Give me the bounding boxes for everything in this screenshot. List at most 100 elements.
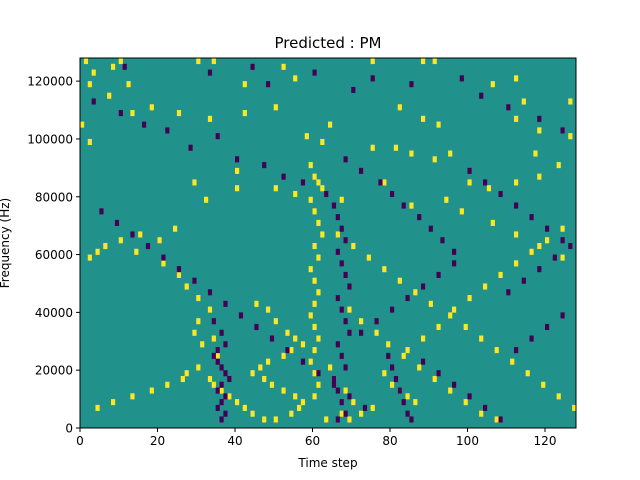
heatmap-cell-low bbox=[440, 237, 445, 244]
heatmap-cell-low bbox=[401, 202, 406, 209]
heatmap-cell-high bbox=[281, 352, 286, 359]
heatmap-cell-high bbox=[254, 300, 259, 307]
heatmap-cell-low bbox=[552, 254, 557, 261]
heatmap-cell-high bbox=[560, 225, 565, 232]
heatmap-cell-high bbox=[498, 271, 503, 278]
heatmap-cell-low bbox=[401, 399, 406, 406]
heatmap-cell-low bbox=[211, 352, 216, 359]
heatmap-cell-high bbox=[483, 283, 488, 290]
heatmap-cell-low bbox=[347, 393, 352, 400]
heatmap-cell-high bbox=[204, 196, 209, 203]
heatmap-cell-high bbox=[320, 231, 325, 238]
heatmap-cell-low bbox=[362, 404, 368, 411]
heatmap-cell-low bbox=[370, 75, 375, 82]
heatmap-cell-low bbox=[176, 266, 182, 273]
heatmap-cell-high bbox=[514, 115, 519, 122]
heatmap-cell-low bbox=[215, 358, 220, 365]
heatmap-cell-high bbox=[196, 318, 201, 325]
heatmap-cell-high bbox=[211, 335, 216, 342]
heatmap-cell-high bbox=[126, 81, 131, 88]
heatmap-cell-high bbox=[118, 58, 123, 65]
heatmap-cell-high bbox=[463, 323, 468, 331]
x-tick-label: 40 bbox=[227, 434, 242, 448]
heatmap-cell-low bbox=[545, 225, 550, 232]
heatmap-cell-high bbox=[421, 58, 426, 65]
heatmap-cell-low bbox=[397, 387, 402, 394]
heatmap-cell-low bbox=[219, 381, 224, 388]
heatmap-cell-high bbox=[308, 312, 313, 319]
heatmap-cell-high bbox=[312, 277, 317, 284]
heatmap-cell-high bbox=[514, 260, 519, 267]
heatmap-cell-low bbox=[223, 341, 228, 348]
heatmap-cell-high bbox=[545, 237, 550, 244]
heatmap-cell-low bbox=[405, 295, 410, 302]
heatmap-cell-low bbox=[452, 248, 457, 255]
heatmap-cell-high bbox=[351, 399, 356, 406]
heatmap-cell-low bbox=[207, 69, 213, 76]
heatmap-cell-low bbox=[215, 404, 220, 411]
heatmap-cell-low bbox=[529, 335, 534, 342]
heatmap-cell-high bbox=[281, 63, 286, 70]
heatmap-cell-low bbox=[331, 375, 337, 383]
heatmap-cell-high bbox=[235, 167, 240, 174]
heatmap-cell-high bbox=[316, 381, 321, 388]
heatmap-cell-low bbox=[506, 289, 511, 296]
heatmap-cell-low bbox=[223, 410, 228, 417]
heatmap-cell-low bbox=[219, 364, 224, 371]
heatmap-cell-low bbox=[188, 144, 193, 151]
heatmap-cell-high bbox=[370, 404, 375, 411]
heatmap-cell-high bbox=[300, 399, 306, 406]
heatmap-cell-high bbox=[556, 393, 561, 400]
heatmap-cell-low bbox=[452, 381, 457, 388]
heatmap-cell-high bbox=[107, 92, 112, 99]
heatmap-cell-high bbox=[386, 341, 391, 348]
heatmap-cell-low bbox=[331, 381, 337, 388]
heatmap-cell-low bbox=[238, 312, 244, 319]
heatmap-cell-low bbox=[436, 370, 441, 377]
x-tick-label: 80 bbox=[382, 434, 397, 448]
heatmap-cell-high bbox=[413, 289, 418, 296]
heatmap-cell-low bbox=[386, 352, 391, 359]
heatmap-cell-high bbox=[541, 381, 546, 388]
heatmap-cell-high bbox=[289, 410, 294, 417]
heatmap-cell-high bbox=[409, 150, 414, 157]
heatmap-cell-high bbox=[242, 110, 247, 117]
heatmap-cell-low bbox=[498, 416, 503, 423]
heatmap-cell-high bbox=[242, 404, 247, 411]
heatmap-cell-low bbox=[359, 329, 364, 336]
heatmap-cell-high bbox=[304, 133, 309, 140]
heatmap-cell-low bbox=[300, 358, 306, 365]
heatmap-cell-low bbox=[545, 323, 550, 331]
heatmap-cell-low bbox=[421, 358, 426, 365]
heatmap-cell-high bbox=[409, 202, 414, 209]
heatmap-cell-high bbox=[401, 352, 406, 359]
heatmap-cell-low bbox=[211, 318, 216, 325]
heatmap-cell-high bbox=[91, 69, 96, 76]
heatmap-cell-low bbox=[145, 243, 151, 250]
heatmap-cell-low bbox=[537, 266, 542, 273]
plot-frame bbox=[79, 57, 577, 429]
y-tick-label: 0 bbox=[65, 422, 73, 436]
heatmap-cell-high bbox=[521, 98, 526, 105]
heatmap-cell-high bbox=[242, 81, 247, 88]
heatmap-cell-high bbox=[405, 347, 410, 354]
heatmap-cell-low bbox=[223, 300, 228, 307]
heatmap-cell-high bbox=[413, 399, 418, 406]
y-tick-label: 80000 bbox=[35, 190, 73, 204]
heatmap-cell-low bbox=[285, 347, 290, 354]
heatmap-cell-high bbox=[316, 179, 321, 186]
heatmap-cell-low bbox=[467, 393, 472, 400]
heatmap-cell-low bbox=[560, 127, 565, 134]
heatmap-cell-low bbox=[161, 254, 166, 261]
y-tick-label: 60000 bbox=[35, 248, 73, 262]
heatmap-cell-high bbox=[293, 75, 298, 82]
heatmap-cell-low bbox=[91, 98, 96, 105]
heatmap-cell-low bbox=[192, 277, 197, 284]
heatmap-cell-high bbox=[192, 329, 197, 336]
heatmap-cell-high bbox=[266, 306, 271, 313]
heatmap-cell-low bbox=[335, 295, 340, 302]
heatmap-cell-high bbox=[293, 335, 298, 342]
heatmap-cell-low bbox=[467, 167, 472, 174]
heatmap-cell-high bbox=[382, 179, 387, 186]
heatmap-cell-high bbox=[200, 341, 205, 348]
